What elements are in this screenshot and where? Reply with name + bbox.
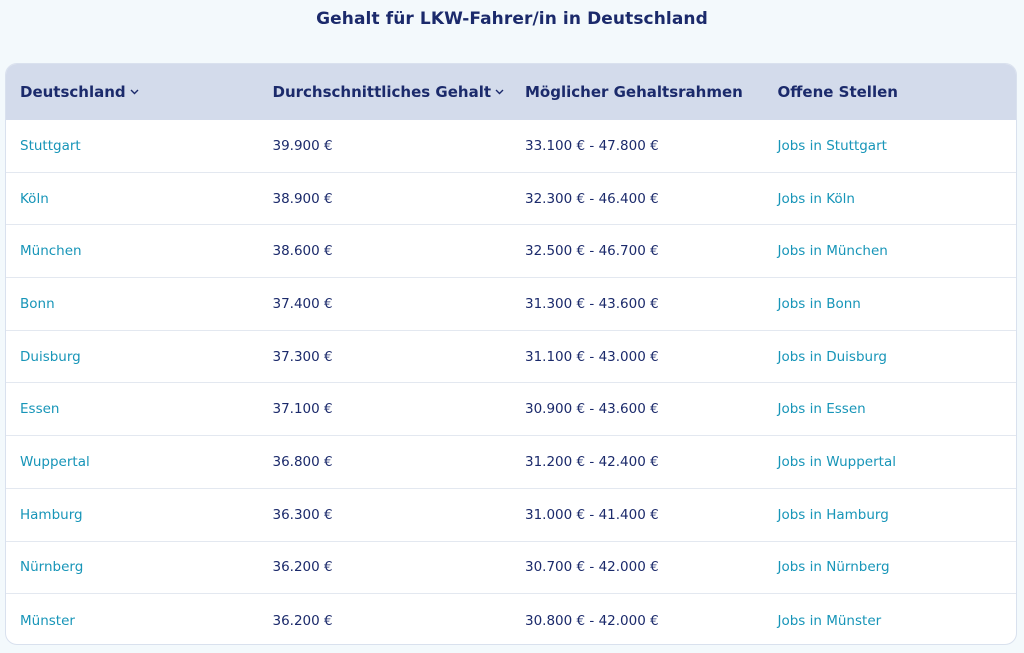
column-header-range-label: Möglicher Gehaltsrahmen (525, 82, 743, 101)
city-link[interactable]: München (20, 243, 82, 260)
city-link[interactable]: Stuttgart (20, 137, 81, 154)
salary-range: 33.100 € - 47.800 € (525, 137, 659, 154)
salary-range: 31.300 € - 43.600 € (525, 295, 659, 312)
table-row: Bonn 37.400 € 31.300 € - 43.600 € Jobs in B… (6, 278, 1016, 331)
jobs-link[interactable]: Jobs in Nürnberg (777, 559, 890, 576)
table-header: Deutschland Durchschnittliches Gehalt Mö… (6, 64, 1016, 120)
salary-range: 32.300 € - 46.400 € (525, 190, 659, 207)
jobs-link[interactable]: Jobs in Duisburg (777, 348, 887, 365)
avg-salary: 37.300 € (272, 348, 333, 365)
city-link[interactable]: Nürnberg (20, 559, 84, 576)
column-header-jobs: Offene Stellen (764, 83, 1017, 101)
table-row: Stuttgart 39.900 € 33.100 € - 47.800 € Jobs… (6, 120, 1016, 173)
chevron-down-icon (495, 87, 504, 98)
city-link[interactable]: Wuppertal (20, 453, 90, 470)
avg-salary: 36.800 € (272, 453, 333, 470)
avg-salary: 38.600 € (272, 243, 333, 260)
table-row: Nürnberg 36.200 € 30.700 € - 42.000 € Jobs … (6, 542, 1016, 595)
city-link[interactable]: Duisburg (20, 348, 81, 365)
city-link[interactable]: Essen (20, 401, 60, 418)
column-header-avg-label: Durchschnittliches Gehalt (272, 82, 492, 101)
jobs-link[interactable]: Jobs in Bonn (777, 295, 861, 312)
column-header-range: Möglicher Gehaltsrahmen (511, 83, 764, 101)
column-header-region[interactable]: Deutschland (6, 83, 259, 101)
avg-salary: 38.900 € (272, 190, 333, 207)
chevron-down-icon (130, 87, 139, 98)
avg-salary: 39.900 € (272, 137, 333, 154)
jobs-link[interactable]: Jobs in Münster (777, 612, 882, 629)
salary-range: 30.900 € - 43.600 € (525, 401, 659, 418)
column-header-avg[interactable]: Durchschnittliches Gehalt (259, 83, 512, 101)
jobs-link[interactable]: Jobs in Köln (777, 190, 855, 207)
jobs-link[interactable]: Jobs in Essen (777, 401, 866, 418)
salary-range: 31.000 € - 41.400 € (525, 506, 659, 523)
city-link[interactable]: Hamburg (20, 506, 83, 523)
avg-salary: 36.200 € (272, 612, 333, 629)
column-header-region-label: Deutschland (20, 82, 126, 101)
jobs-link[interactable]: Jobs in Hamburg (777, 506, 889, 523)
salary-range: 31.200 € - 42.400 € (525, 453, 659, 470)
salary-range: 30.800 € - 42.000 € (525, 612, 659, 629)
salary-range: 30.700 € - 42.000 € (525, 559, 659, 576)
jobs-link[interactable]: Jobs in Stuttgart (777, 137, 887, 154)
salary-range: 32.500 € - 46.700 € (525, 243, 659, 260)
table-row: Hamburg 36.300 € 31.000 € - 41.400 € Jobs i… (6, 489, 1016, 542)
table-row: Essen 37.100 € 30.900 € - 43.600 € Jobs in … (6, 383, 1016, 437)
page-title: Gehalt für LKW-Fahrer/in in Deutschland (316, 9, 708, 29)
avg-salary: 37.100 € (272, 401, 333, 418)
jobs-link[interactable]: Jobs in München (777, 243, 888, 260)
table-body: Stuttgart 39.900 € 33.100 € - 47.800 € Jobs… (6, 120, 1016, 644)
avg-salary: 37.400 € (272, 295, 333, 312)
jobs-link[interactable]: Jobs in Wuppertal (777, 453, 896, 470)
column-header-jobs-label: Offene Stellen (777, 82, 898, 101)
table-row: Duisburg 37.300 € 31.100 € - 43.000 € Jobs … (6, 331, 1016, 384)
city-link[interactable]: Köln (20, 190, 49, 207)
salary-range: 31.100 € - 43.000 € (525, 348, 659, 365)
table-row: München 38.600 € 32.500 € - 46.700 € Jobs i… (6, 225, 1016, 279)
table-row: Münster 36.200 € 30.800 € - 42.000 € Jobs i… (6, 594, 1016, 644)
table-row: Wuppertal 36.800 € 31.200 € - 42.400 € Jobs… (6, 436, 1016, 489)
salary-table: Deutschland Durchschnittliches Gehalt Mö… (5, 63, 1017, 645)
avg-salary: 36.300 € (272, 506, 333, 523)
city-link[interactable]: Münster (20, 612, 75, 629)
avg-salary: 36.200 € (272, 559, 333, 576)
city-link[interactable]: Bonn (20, 295, 55, 312)
table-row: Köln 38.900 € 32.300 € - 46.400 € Jobs in K… (6, 173, 1016, 226)
